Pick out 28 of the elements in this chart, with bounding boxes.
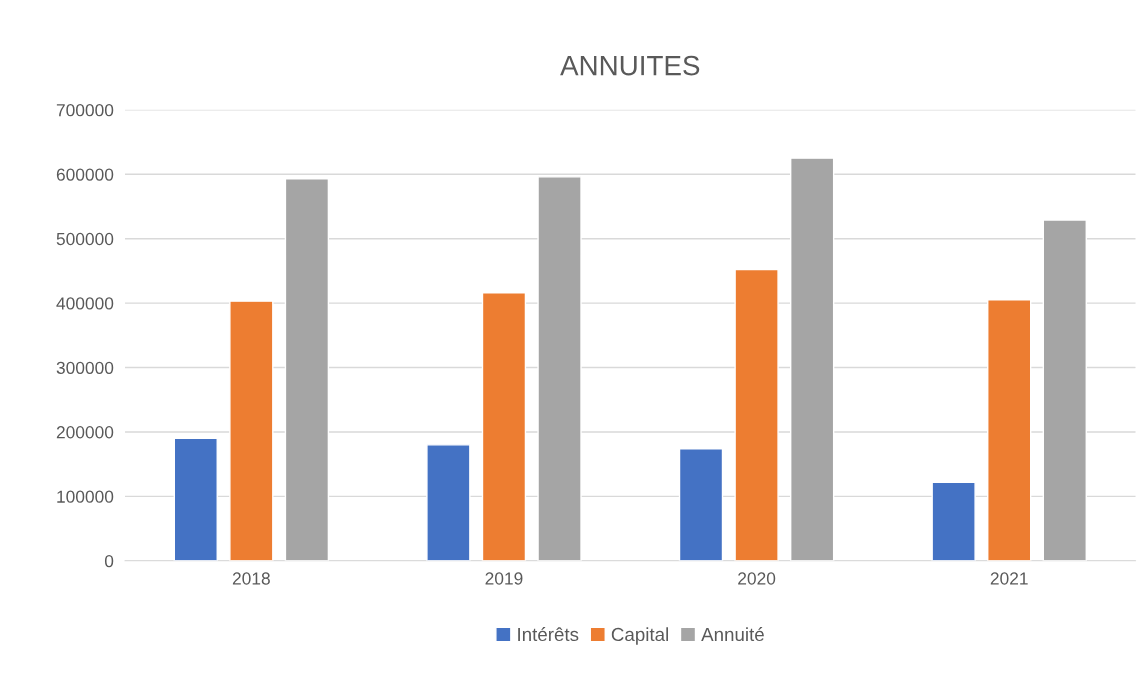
bar xyxy=(987,299,1032,561)
y-tick-label: 700000 xyxy=(56,104,114,117)
bar xyxy=(173,437,218,561)
bar xyxy=(1042,219,1087,561)
x-tick-label: 2020 xyxy=(738,572,776,585)
bar xyxy=(931,481,976,561)
y-tick-label: 100000 xyxy=(57,490,114,503)
legend-label: Capital xyxy=(611,627,668,645)
bar xyxy=(734,268,779,561)
bar xyxy=(537,176,582,561)
bar xyxy=(284,178,330,561)
y-tick-label: 0 xyxy=(104,554,114,568)
bar xyxy=(229,300,274,561)
x-tick-label: 2018 xyxy=(232,572,270,585)
x-tick-label: 2019 xyxy=(485,572,523,585)
bar xyxy=(789,157,835,561)
y-tick-label: 400000 xyxy=(56,297,114,310)
y-tick-label: 300000 xyxy=(56,361,114,374)
y-tick-label: 200000 xyxy=(56,426,114,439)
chart-title: ANNUITES xyxy=(560,55,700,76)
bar xyxy=(481,292,527,561)
bar xyxy=(678,447,724,561)
bar xyxy=(426,444,471,561)
y-tick-label: 600000 xyxy=(56,168,114,181)
legend-label: Intérêts xyxy=(518,627,579,642)
y-tick-label: 500000 xyxy=(56,232,114,246)
legend-label: Annuité xyxy=(701,627,764,642)
x-tick-label: 2021 xyxy=(990,572,1028,585)
